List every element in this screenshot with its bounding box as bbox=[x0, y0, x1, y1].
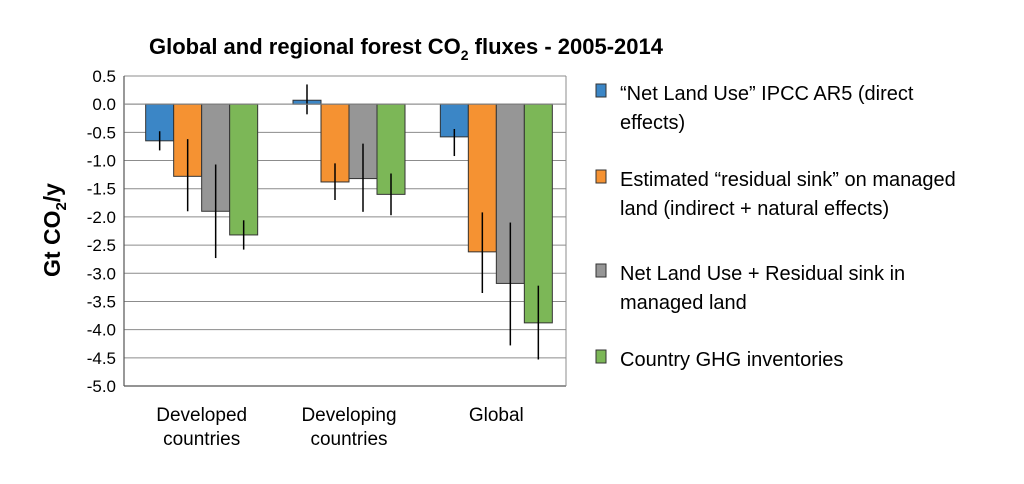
legend-swatch bbox=[595, 83, 607, 98]
legend-swatch bbox=[595, 349, 607, 364]
y-tick-label: 0.0 bbox=[92, 95, 116, 114]
y-axis-label-rest: /y bbox=[39, 183, 65, 202]
legend-item: Estimated “residual sink” on managed land… bbox=[595, 169, 956, 220]
y-tick-label: -3.5 bbox=[87, 292, 116, 311]
y-tick-label: -2.5 bbox=[87, 236, 116, 255]
x-category-labels: Developed countries Developing countries Glo… bbox=[156, 405, 524, 450]
x-category-label-line: Developing bbox=[301, 405, 396, 426]
bar bbox=[229, 103, 259, 236]
y-tick-label: -4.0 bbox=[87, 321, 116, 340]
plot-area bbox=[123, 76, 567, 387]
legend-item: Country GHG inventories bbox=[595, 349, 843, 371]
y-tick-label: -0.5 bbox=[87, 123, 116, 142]
y-axis-label-subscript: 2 bbox=[53, 202, 70, 210]
x-category-label-line: Developed bbox=[156, 405, 247, 426]
legend-label: Estimated “residual sink” on managed land… bbox=[620, 169, 956, 220]
y-tick-label: -1.5 bbox=[87, 180, 116, 199]
y-axis-label: Gt CO2/y bbox=[39, 183, 70, 277]
legend-item: Net Land Use + Residual sink in managed l… bbox=[595, 263, 905, 314]
legend-label-line: Country GHG inventories bbox=[620, 349, 843, 371]
legend-label-line: land (indirect + natural effects) bbox=[620, 198, 889, 220]
legend-item: “Net Land Use” IPCC AR5 (direct effects) bbox=[595, 83, 914, 134]
x-category-label-line: countries bbox=[163, 429, 240, 450]
legend-label-line: Estimated “residual sink” on managed bbox=[620, 169, 956, 191]
legend-label-line: Net Land Use + Residual sink in bbox=[620, 263, 905, 285]
legend-label: Country GHG inventories bbox=[620, 349, 843, 371]
y-axis-label-main: Gt CO bbox=[39, 211, 65, 277]
chart-title-subscript: 2 bbox=[461, 47, 469, 63]
legend-swatch bbox=[595, 169, 607, 184]
legend: “Net Land Use” IPCC AR5 (direct effects) E… bbox=[595, 83, 956, 371]
y-tick-label: -2.0 bbox=[87, 208, 116, 227]
y-tick-label: -5.0 bbox=[87, 377, 116, 396]
legend-label: “Net Land Use” IPCC AR5 (direct effects) bbox=[620, 83, 914, 134]
legend-label: Net Land Use + Residual sink in managed l… bbox=[620, 263, 905, 314]
error-bars bbox=[124, 84, 566, 360]
y-tick-label: -4.5 bbox=[87, 349, 116, 368]
legend-label-line: “Net Land Use” IPCC AR5 (direct bbox=[620, 83, 914, 105]
y-tick-label: -1.0 bbox=[87, 152, 116, 171]
chart-title-rest: fluxes - 2005-2014 bbox=[469, 34, 664, 59]
legend-label-line: effects) bbox=[620, 112, 685, 134]
y-tick-label: 0.5 bbox=[92, 67, 116, 86]
chart-title-main: Global and regional forest CO bbox=[149, 34, 461, 59]
legend-swatch bbox=[595, 263, 607, 278]
x-category-label: Developed countries bbox=[156, 405, 247, 450]
y-tick-labels: 0.5 0.0 -0.5 -1.0 -1.5 -2.0 -2.5 -3.0 -3.5 -4.0 -4… bbox=[87, 67, 116, 396]
x-category-label: Global bbox=[469, 405, 524, 426]
bars bbox=[145, 99, 553, 324]
y-tick-label: -3.0 bbox=[87, 264, 116, 283]
chart-title: Global and regional forest CO2 fluxes - … bbox=[149, 34, 664, 63]
x-category-label-line: countries bbox=[310, 429, 387, 450]
x-category-label: Developing countries bbox=[301, 405, 396, 450]
legend-label-line: managed land bbox=[620, 292, 747, 314]
x-category-label-line: Global bbox=[469, 405, 524, 426]
